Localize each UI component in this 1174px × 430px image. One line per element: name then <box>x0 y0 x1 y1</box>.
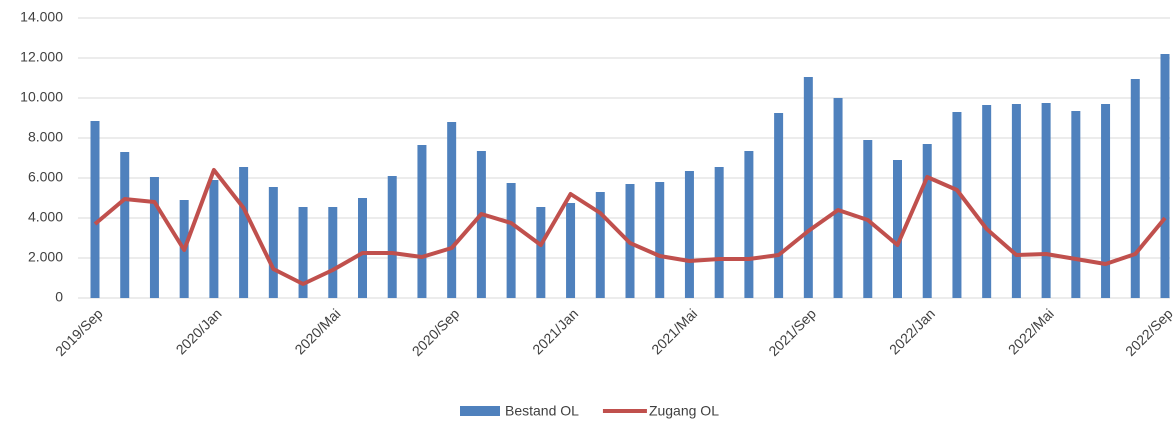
x-tick-label: 2019/Sep <box>52 305 106 359</box>
y-tick-label: 6.000 <box>28 169 63 185</box>
y-tick-label: 0 <box>55 289 63 305</box>
bar <box>833 98 843 298</box>
bar <box>358 198 367 298</box>
line <box>93 168 1167 286</box>
bar <box>1011 104 1021 298</box>
x-tick-label: 2021/Sep <box>765 305 819 359</box>
bar <box>328 207 338 298</box>
bar <box>893 160 902 298</box>
bar <box>298 207 308 298</box>
bar <box>922 144 932 298</box>
bar <box>952 112 962 298</box>
legend-label: Zugang OL <box>649 403 719 419</box>
bar <box>447 122 457 298</box>
x-tick-label: 2022/Jan <box>886 305 938 357</box>
x-tick-label: 2020/Mai <box>291 305 343 357</box>
bar <box>209 180 219 298</box>
bar <box>387 176 397 298</box>
bar <box>714 167 724 298</box>
bar <box>506 183 516 298</box>
x-tick-label: 2022/Mai <box>1005 305 1057 357</box>
y-tick-label: 8.000 <box>28 129 63 145</box>
bar <box>90 121 100 298</box>
bar <box>476 151 486 298</box>
bar <box>1101 104 1111 298</box>
bar <box>120 152 130 298</box>
x-tick-label: 2021/Mai <box>648 305 700 357</box>
y-tick-label: 2.000 <box>28 249 63 265</box>
legend-swatch <box>460 406 500 416</box>
bar <box>566 203 576 298</box>
bar <box>268 187 278 298</box>
bar <box>595 192 605 298</box>
bar <box>774 113 784 298</box>
bar <box>239 167 249 298</box>
legend-label: Bestand OL <box>505 403 579 419</box>
bar <box>684 171 694 298</box>
bar <box>803 77 813 298</box>
bar <box>536 207 546 298</box>
bar <box>417 145 427 298</box>
x-tick-label: 2021/Jan <box>529 305 581 357</box>
y-tick-label: 14.000 <box>20 9 63 25</box>
bar <box>1071 111 1081 298</box>
x-tick-label: 2022/Sep <box>1122 305 1174 359</box>
bar <box>1130 79 1140 298</box>
bar <box>655 182 665 298</box>
y-tick-label: 12.000 <box>20 49 63 65</box>
y-tick-label: 10.000 <box>20 89 63 105</box>
x-tick-label: 2020/Jan <box>173 305 225 357</box>
bar <box>1041 103 1051 298</box>
y-tick-label: 4.000 <box>28 209 63 225</box>
x-tick-label: 2020/Sep <box>409 305 463 359</box>
bar <box>982 105 992 298</box>
bar <box>744 151 754 298</box>
bar <box>149 177 159 298</box>
bar <box>1160 54 1170 298</box>
